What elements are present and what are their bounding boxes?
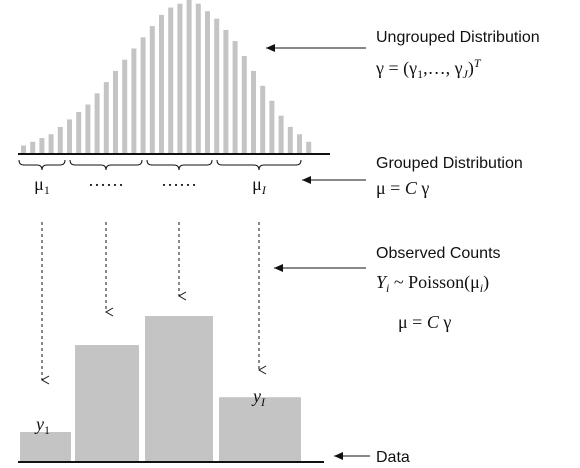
ungrouped-bar xyxy=(149,26,155,154)
grouped-title: Grouped Distribution xyxy=(376,155,523,172)
data-bar-label-4: yI xyxy=(251,386,266,409)
grouped-formula: μ = C γ xyxy=(376,178,429,198)
dashed-arrows xyxy=(40,222,267,385)
group-brace-2 xyxy=(69,159,143,171)
ungrouped-bar xyxy=(306,141,312,153)
data-bar xyxy=(145,316,213,461)
ungrouped-bar xyxy=(214,18,220,154)
ungrouped-bar xyxy=(232,41,238,153)
group-braces xyxy=(18,159,302,171)
ungrouped-bar xyxy=(223,29,229,153)
ungrouped-bar xyxy=(131,48,137,153)
data-label: Data xyxy=(376,449,410,466)
ungrouped-bar xyxy=(278,115,284,153)
observed-formula-2: μ = C γ xyxy=(398,312,451,332)
ungrouped-distribution-bars xyxy=(21,0,312,154)
ungrouped-bar xyxy=(30,141,36,153)
ungrouped-bar xyxy=(251,70,256,153)
data-bar xyxy=(75,345,139,461)
ungrouped-bar xyxy=(269,100,275,153)
observed-formula: Yi ~ Poisson(μi) xyxy=(376,272,489,295)
ungrouped-bar xyxy=(260,85,266,153)
group-brace-1 xyxy=(18,159,66,171)
ungrouped-bar xyxy=(103,82,109,153)
group-label-3: …… xyxy=(161,170,197,190)
ungrouped-bar xyxy=(186,0,192,153)
group-brace-4 xyxy=(216,159,302,171)
ungrouped-formula: γ = (γ1,…, γJ)T xyxy=(375,56,482,81)
ungrouped-bar xyxy=(39,138,45,153)
group-label-1: μ1 xyxy=(34,174,50,197)
group-label-2: …… xyxy=(88,170,124,190)
ungrouped-bar xyxy=(205,11,210,154)
ungrouped-bar xyxy=(85,104,91,153)
data-bar xyxy=(219,397,301,461)
ungrouped-bar xyxy=(67,119,72,153)
group-label-4: μI xyxy=(252,174,267,197)
ungrouped-bar xyxy=(21,145,26,153)
group-brace-3 xyxy=(146,159,213,171)
ungrouped-bar xyxy=(113,70,118,153)
ungrouped-bar xyxy=(159,14,164,154)
ungrouped-bar xyxy=(168,7,174,153)
ungrouped-bar xyxy=(94,93,100,153)
data-bar xyxy=(20,432,71,461)
ungrouped-title: Ungrouped Distribution xyxy=(376,29,540,46)
ungrouped-bar xyxy=(297,134,302,153)
ungrouped-bar xyxy=(48,134,54,153)
observed-data-bars xyxy=(20,316,301,461)
ungrouped-bar xyxy=(195,3,201,154)
ungrouped-bar xyxy=(241,56,247,153)
ungrouped-bar xyxy=(57,126,63,153)
data-bar-label-1: y1 xyxy=(34,414,50,437)
ungrouped-bar xyxy=(177,3,183,154)
ungrouped-bar xyxy=(287,126,293,153)
observed-title: Observed Counts xyxy=(376,245,501,262)
ungrouped-bar xyxy=(76,112,82,153)
ungrouped-bar xyxy=(122,59,128,154)
ungrouped-bar xyxy=(140,37,146,153)
